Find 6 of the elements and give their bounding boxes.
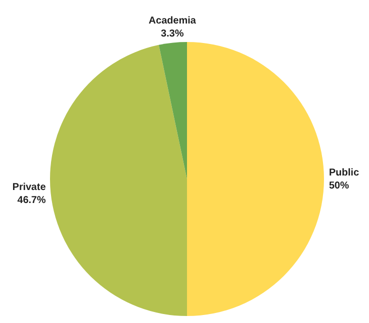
data-label: 46.7% (17, 194, 46, 206)
slice-label: Academia (148, 16, 196, 27)
data-label: 50% (329, 180, 350, 192)
slice-label: Public (329, 167, 360, 178)
slice-label: Private (12, 182, 46, 193)
data-label: 3.3% (160, 28, 184, 40)
